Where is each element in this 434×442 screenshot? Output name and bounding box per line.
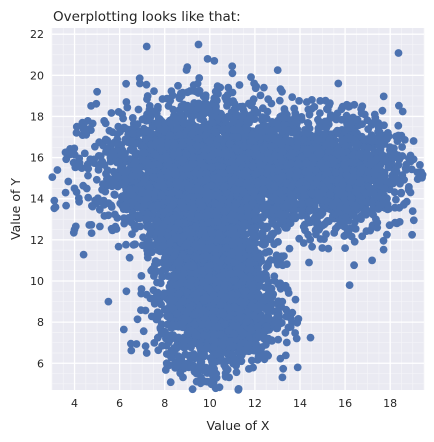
scatter-point bbox=[198, 226, 207, 235]
scatter-point bbox=[107, 109, 116, 117]
scatter-point bbox=[232, 368, 241, 377]
scatter-point bbox=[139, 233, 148, 242]
scatter-point bbox=[166, 378, 175, 387]
scatter-point bbox=[258, 230, 267, 238]
scatter-point bbox=[102, 144, 111, 153]
scatter-point bbox=[189, 81, 198, 90]
scatter-point bbox=[84, 193, 93, 202]
scatter-point bbox=[105, 126, 114, 135]
scatter-point bbox=[120, 214, 128, 223]
scatter-point bbox=[227, 229, 236, 238]
scatter-point bbox=[279, 364, 288, 373]
scatter-point bbox=[114, 108, 123, 116]
scatter-point bbox=[137, 306, 145, 314]
scatter-point bbox=[50, 196, 59, 205]
scatter-point bbox=[265, 247, 274, 256]
scatter-points bbox=[48, 40, 427, 394]
scatter-point bbox=[113, 214, 122, 222]
scatter-point bbox=[53, 166, 62, 174]
scatter-point bbox=[249, 232, 258, 241]
scatter-point bbox=[48, 173, 57, 182]
scatter-point bbox=[133, 315, 142, 324]
scatter-point bbox=[119, 325, 128, 334]
scatter-point bbox=[187, 113, 196, 122]
scatter-point bbox=[153, 333, 162, 342]
scatter-point bbox=[186, 104, 195, 112]
scatter-point bbox=[85, 221, 94, 229]
scatter-point bbox=[150, 87, 158, 95]
scatter-point bbox=[84, 171, 92, 180]
scatter-point bbox=[143, 253, 152, 262]
scatter-point bbox=[216, 83, 225, 92]
scatter-point bbox=[278, 261, 287, 270]
scatter-point bbox=[142, 80, 151, 89]
scatter-point bbox=[64, 177, 73, 186]
scatter-point bbox=[114, 242, 123, 251]
scatter-point bbox=[79, 250, 88, 259]
scatter-point bbox=[61, 188, 70, 197]
scatter-point bbox=[230, 107, 239, 115]
scatter-point bbox=[228, 240, 237, 249]
scatter-point bbox=[134, 105, 143, 114]
scatter-point bbox=[62, 201, 70, 210]
scatter-point bbox=[101, 187, 110, 196]
scatter-point bbox=[137, 272, 146, 280]
scatter-point bbox=[194, 40, 203, 49]
scatter-point bbox=[122, 240, 130, 249]
scatter-point bbox=[50, 204, 59, 213]
scatter-point bbox=[273, 66, 282, 74]
scatter-point bbox=[174, 81, 182, 90]
scatter-point bbox=[87, 229, 96, 238]
scatter-point bbox=[247, 73, 255, 81]
scatter-point bbox=[156, 279, 165, 288]
scatter-point bbox=[119, 114, 127, 123]
scatter-point bbox=[128, 114, 137, 122]
scatter-point bbox=[122, 79, 130, 88]
scatter-point bbox=[228, 62, 237, 71]
scatter-point bbox=[250, 240, 259, 249]
scatter-point bbox=[80, 149, 89, 158]
scatter-point bbox=[198, 237, 206, 246]
scatter-point bbox=[350, 261, 358, 270]
scatter-point bbox=[87, 102, 95, 110]
scatter-point bbox=[169, 105, 178, 114]
scatter-point bbox=[129, 129, 137, 138]
scatter-point bbox=[223, 102, 231, 110]
scatter-point bbox=[196, 103, 205, 111]
scatter-point bbox=[88, 202, 97, 211]
scatter-point bbox=[79, 181, 88, 190]
scatter-point bbox=[96, 222, 104, 231]
scatter-point bbox=[182, 239, 191, 248]
scatter-point bbox=[246, 101, 255, 110]
scatter-point bbox=[235, 81, 244, 89]
scatter-point bbox=[220, 125, 228, 133]
scatter-point bbox=[139, 327, 148, 336]
scatter-point bbox=[262, 263, 271, 271]
scatter-point bbox=[192, 369, 201, 378]
scatter-point bbox=[268, 217, 276, 226]
scatter-point bbox=[308, 242, 316, 251]
scatter-point bbox=[267, 99, 276, 108]
scatter-point bbox=[280, 252, 288, 260]
scatter-point bbox=[157, 230, 165, 238]
scatter-point bbox=[132, 340, 141, 348]
scatter-point bbox=[291, 295, 300, 304]
scatter-point bbox=[130, 240, 139, 249]
